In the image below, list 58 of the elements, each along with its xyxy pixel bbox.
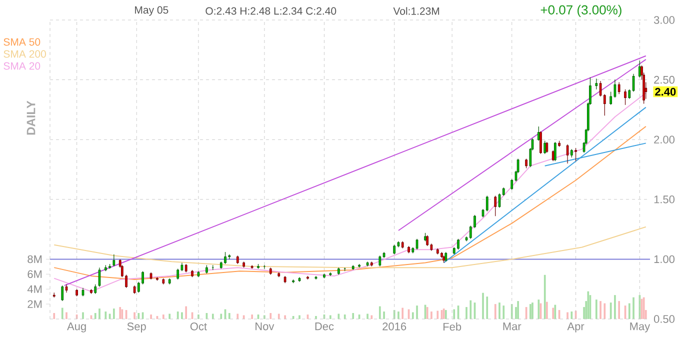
candlestick <box>628 89 631 100</box>
y-tick-label: 4M <box>27 285 42 293</box>
candlestick <box>566 144 569 164</box>
candlestick <box>378 255 382 267</box>
candlestick <box>595 78 598 90</box>
x-tick-label: Aug <box>67 322 86 332</box>
x-tick-label: Mar <box>503 322 522 330</box>
x-tick-label: May <box>630 322 650 332</box>
candlestick <box>224 252 226 264</box>
candlestick <box>540 130 542 154</box>
y-tick-label: 1.50 <box>654 196 675 204</box>
candlestick <box>61 285 64 302</box>
candlestick <box>537 126 540 142</box>
text: May 05 <box>135 6 168 16</box>
candlestick <box>498 193 501 208</box>
x-tick-label: Oct <box>190 322 207 330</box>
y-tick-label: 2.00 <box>654 136 675 144</box>
candlestick <box>416 238 418 250</box>
candlestick <box>98 267 101 288</box>
y-tick-label: 2.50 <box>654 76 675 84</box>
candlestick <box>546 142 548 154</box>
x-tick-label: Apr <box>567 322 584 332</box>
candlestick <box>494 196 497 216</box>
line-series <box>54 226 646 268</box>
candlestick <box>176 268 180 280</box>
x-tick-label: Sep <box>127 322 146 332</box>
text: O:2.43 H:2.48 L:2.34 C:2.40 <box>206 7 336 15</box>
candlestick <box>632 74 635 92</box>
line-series <box>54 126 646 280</box>
y-axis-title: DAILY <box>26 100 36 135</box>
text: SMA 50 <box>4 38 40 46</box>
y-tick-label: 1.00 <box>654 255 675 264</box>
text: SMA 200 <box>4 50 46 58</box>
candlestick <box>94 284 97 294</box>
candlestick <box>444 252 448 262</box>
annotation: 2.40 <box>655 88 676 96</box>
candlestick <box>624 89 626 106</box>
text: SMA 20 <box>4 62 40 70</box>
y-tick-label: 3.00 <box>654 16 675 24</box>
y-tick-label: 8M <box>28 255 42 264</box>
x-tick-label: 2016 <box>382 322 406 330</box>
y-tick-label: 2M <box>28 300 42 308</box>
y-tick-label: 0.50 <box>654 315 675 323</box>
x-tick-label: Dec <box>315 322 334 330</box>
candlestick <box>574 148 577 162</box>
candlestick <box>426 234 429 246</box>
text: +0.07 (3.00%) <box>540 4 622 18</box>
candlestick <box>552 150 554 162</box>
candlestick <box>457 238 460 250</box>
candlestick <box>525 158 528 169</box>
x-tick-label: Nov <box>256 322 274 330</box>
y-tick-label: 6M <box>28 270 42 278</box>
x-tick-label: Feb <box>444 322 462 331</box>
text: Vol:1.23M <box>393 7 440 15</box>
candlestick <box>618 82 620 94</box>
candlestick <box>554 142 556 162</box>
candlestick <box>393 244 396 255</box>
candlestick <box>112 254 116 267</box>
